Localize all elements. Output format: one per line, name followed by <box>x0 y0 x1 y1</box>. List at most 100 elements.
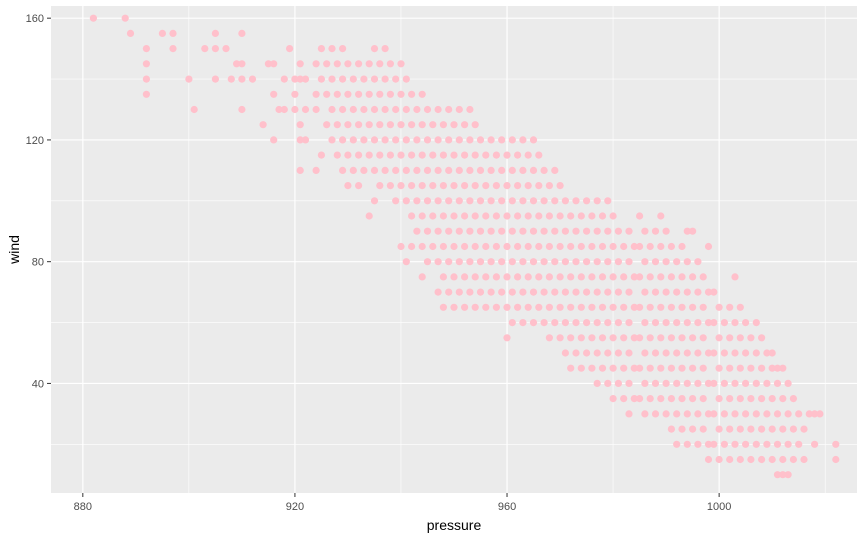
data-point <box>625 319 633 327</box>
data-point <box>280 105 288 114</box>
data-point <box>142 60 150 68</box>
data-point <box>270 90 278 98</box>
data-point <box>662 288 670 296</box>
data-point <box>423 166 432 174</box>
data-point <box>678 242 686 251</box>
x-tick-label: 880 <box>74 501 92 513</box>
data-point <box>397 242 405 251</box>
data-point <box>604 227 612 235</box>
data-point <box>779 471 787 479</box>
data-point <box>317 151 325 159</box>
data-point <box>747 425 755 433</box>
data-point <box>715 395 723 403</box>
data-point <box>736 395 744 403</box>
data-point <box>609 303 617 311</box>
data-point <box>561 319 570 327</box>
data-point <box>376 60 384 68</box>
data-point <box>126 29 135 37</box>
data-point <box>503 212 511 220</box>
data-point <box>710 349 718 357</box>
data-point <box>604 197 612 205</box>
data-point <box>402 75 410 83</box>
data-point <box>423 258 432 266</box>
data-point <box>381 136 389 144</box>
data-point <box>795 410 803 418</box>
data-point <box>328 105 336 114</box>
data-point <box>779 364 787 372</box>
data-point <box>731 410 739 418</box>
data-point <box>418 273 426 281</box>
data-point <box>386 182 394 190</box>
data-point <box>651 349 660 357</box>
data-point <box>323 90 331 98</box>
data-point <box>657 242 665 251</box>
data-point <box>339 105 347 114</box>
data-point <box>604 349 612 357</box>
data-point <box>726 334 734 342</box>
data-point <box>211 45 219 53</box>
data-point <box>408 242 416 251</box>
data-point <box>355 151 363 159</box>
data-point <box>620 334 628 342</box>
data-point <box>482 212 490 220</box>
data-point <box>752 410 760 418</box>
data-point <box>598 212 607 220</box>
data-point <box>471 273 479 281</box>
data-point <box>529 136 538 144</box>
data-point <box>763 410 771 418</box>
data-point <box>604 319 612 327</box>
data-point <box>577 212 585 220</box>
data-point <box>789 395 798 403</box>
data-point <box>763 440 771 448</box>
data-point <box>450 121 458 129</box>
data-point <box>704 379 713 387</box>
data-point <box>667 425 676 433</box>
data-point <box>715 334 723 342</box>
data-point <box>752 379 760 387</box>
data-point <box>768 425 776 433</box>
data-point <box>683 288 691 296</box>
data-point <box>455 258 463 266</box>
data-point <box>482 273 490 281</box>
data-point <box>636 334 644 342</box>
data-point <box>280 75 288 83</box>
data-point <box>694 379 702 387</box>
data-point <box>636 395 644 403</box>
data-point <box>731 273 739 281</box>
data-point <box>360 105 368 114</box>
y-axis: 40 80 120 160 <box>26 13 51 390</box>
data-point <box>694 258 702 266</box>
data-point <box>752 440 760 448</box>
data-point <box>503 334 511 342</box>
data-point <box>402 197 410 205</box>
data-point <box>715 303 723 311</box>
data-point <box>726 303 734 311</box>
data-point <box>445 197 453 205</box>
data-point <box>784 440 792 448</box>
data-point <box>355 60 363 68</box>
data-point <box>514 303 522 311</box>
data-point <box>439 273 447 281</box>
data-point <box>583 197 591 205</box>
data-point <box>657 334 665 342</box>
data-point <box>604 379 612 387</box>
data-point <box>758 334 766 342</box>
data-point <box>625 227 633 235</box>
data-point <box>503 303 511 311</box>
data-point <box>683 440 691 448</box>
data-point <box>758 364 766 372</box>
data-point <box>731 319 739 327</box>
data-point <box>450 182 458 190</box>
x-tick-label: 960 <box>498 501 516 513</box>
data-point <box>519 136 527 144</box>
data-point <box>498 136 506 144</box>
x-tick-label: 920 <box>286 501 304 513</box>
data-point <box>370 136 379 144</box>
data-point <box>291 75 299 83</box>
data-points <box>89 14 840 479</box>
data-point <box>678 364 686 372</box>
data-point <box>418 151 426 159</box>
data-point <box>593 288 601 296</box>
data-point <box>736 425 744 433</box>
data-point <box>620 303 628 311</box>
